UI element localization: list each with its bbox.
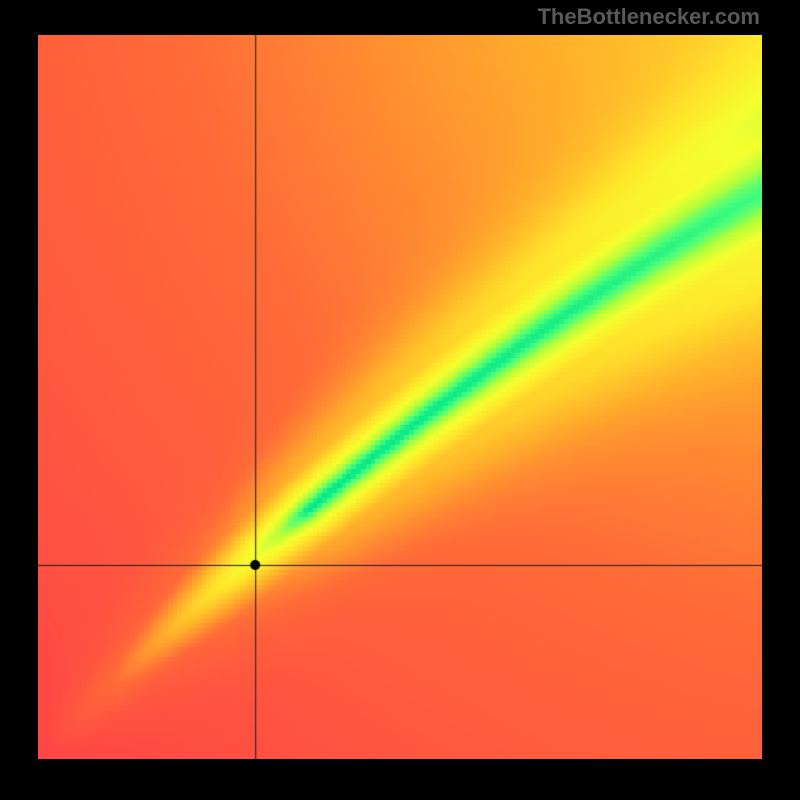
- title-watermark: TheBottlenecker.com: [537, 4, 760, 30]
- plot-area: [38, 35, 762, 759]
- heatmap-canvas: [38, 35, 762, 759]
- chart-root: TheBottlenecker.com: [0, 0, 800, 800]
